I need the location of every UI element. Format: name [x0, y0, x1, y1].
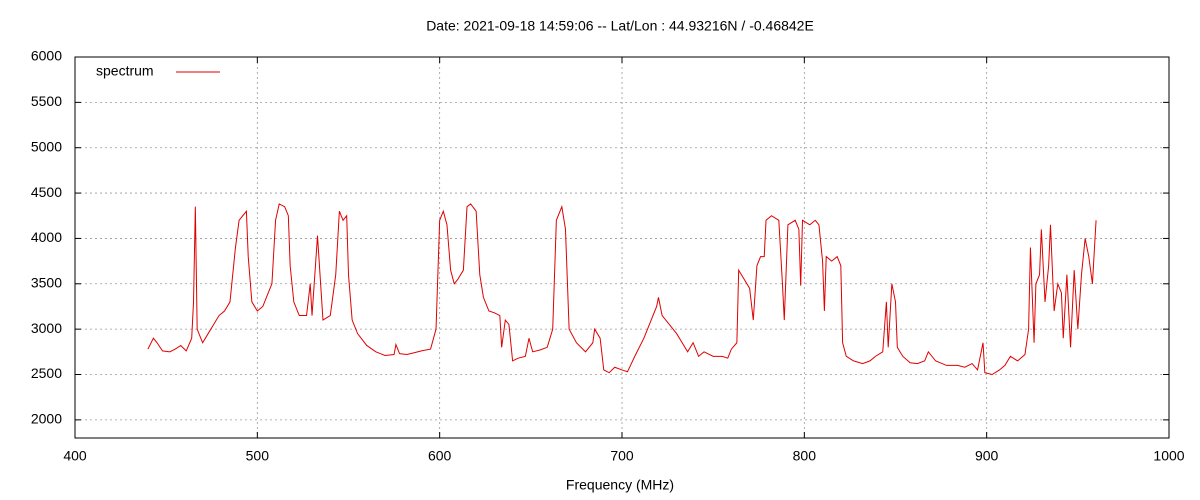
- x-tick-label: 400: [63, 448, 87, 464]
- y-tick-label: 5000: [31, 138, 62, 154]
- x-tick-label: 700: [610, 448, 634, 464]
- y-tick-label: 6000: [31, 48, 62, 64]
- x-tick-label: 600: [428, 448, 452, 464]
- y-tick-label: 5500: [31, 93, 62, 109]
- y-tick-label: 2000: [31, 411, 62, 427]
- plot-frame: [74, 56, 1170, 439]
- y-tick-label: 2500: [31, 365, 62, 381]
- x-axis-label: Frequency (MHz): [566, 477, 674, 493]
- x-tick-label: 800: [793, 448, 817, 464]
- x-tick-label: 900: [975, 448, 999, 464]
- y-tick-label: 4500: [31, 184, 62, 200]
- spectrum-line: [147, 203, 1097, 376]
- y-tick-label: 3500: [31, 274, 62, 290]
- chart-title: Date: 2021-09-18 14:59:06 -- Lat/Lon : 4…: [426, 18, 814, 34]
- y-tick-label: 4000: [31, 229, 62, 245]
- x-tick-label: 500: [246, 448, 270, 464]
- legend-label: spectrum: [96, 63, 154, 79]
- x-tick-label: 1000: [1153, 448, 1184, 464]
- y-tick-label: 3000: [31, 320, 62, 336]
